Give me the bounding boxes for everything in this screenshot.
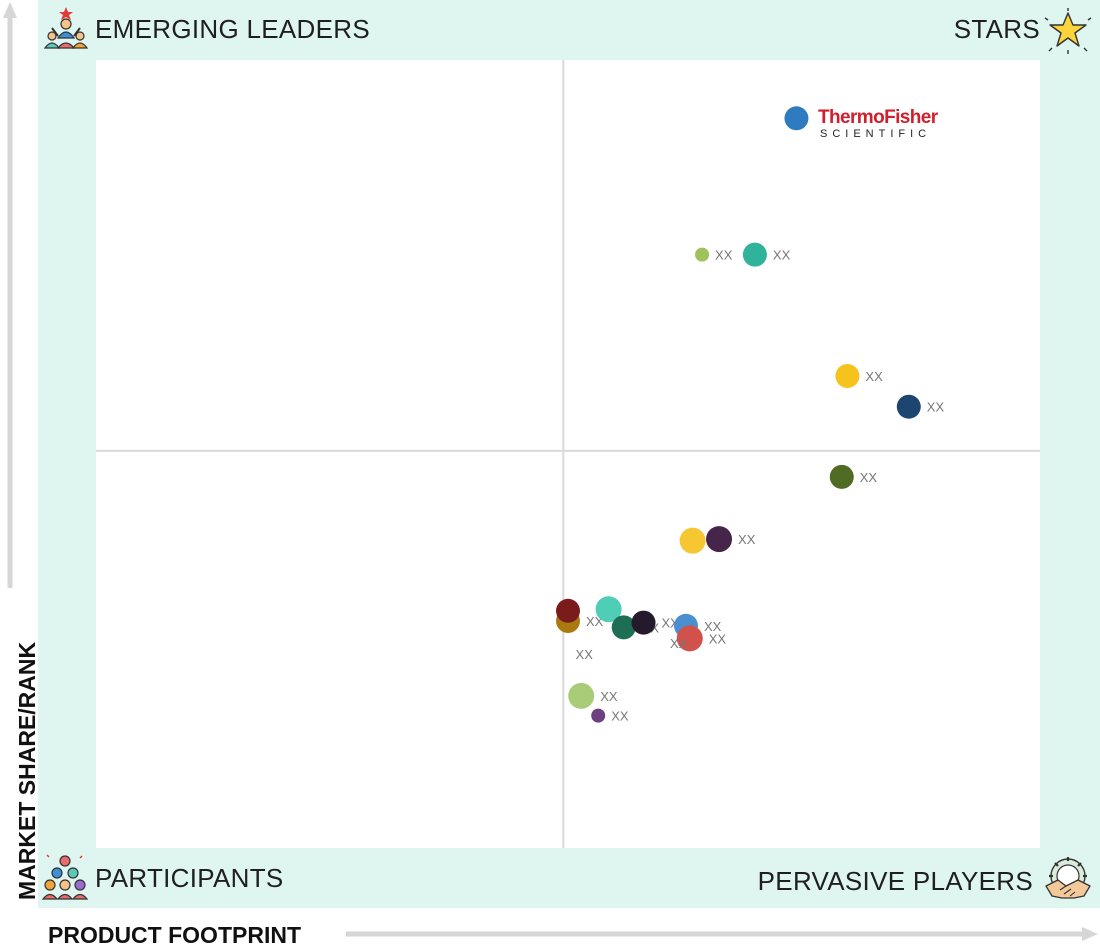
scatter-plot: XXXXXXXXXXXXXXXXXXXXXXXXXXXXXXXX xyxy=(96,60,1040,848)
data-point-label-15: XX xyxy=(709,631,727,646)
data-point-3[interactable] xyxy=(742,242,767,267)
data-point-label-5: XX xyxy=(927,400,945,415)
thermofisher-logo: ThermoFisher SCIENTIFIC xyxy=(818,107,938,141)
data-point-7[interactable] xyxy=(679,527,706,554)
annotation-label-2: XX xyxy=(670,636,688,651)
group-pyramid-icon xyxy=(42,854,88,900)
annotation-label-1: XX xyxy=(576,647,594,662)
x-axis-title: PRODUCT FOOTPRINT xyxy=(48,922,301,948)
plot-area: XXXXXXXXXXXXXXXXXXXXXXXXXXXXXXXX ThermoF… xyxy=(96,60,1040,848)
data-point-label-14: XX xyxy=(704,619,722,634)
data-point-label-17: XX xyxy=(611,709,629,724)
data-point-label-16: XX xyxy=(600,689,618,704)
data-point-label-8: XX xyxy=(738,532,756,547)
data-point-13[interactable] xyxy=(631,610,656,635)
y-axis-title: MARKET SHARE/RANK xyxy=(14,641,40,900)
star-icon xyxy=(1044,8,1092,54)
handshake-gear-icon xyxy=(1045,857,1091,899)
quadrant-label-pervasive-players: PERVASIVE PLAYERS xyxy=(757,866,1033,896)
leader-with-team-icon xyxy=(44,7,88,49)
data-point-label-3: XX xyxy=(773,248,791,263)
data-point-label-6: XX xyxy=(860,470,878,485)
data-point-11[interactable] xyxy=(595,596,622,623)
data-point-4[interactable] xyxy=(835,363,860,388)
data-point-8[interactable] xyxy=(706,526,733,553)
quadrant-label-participants: PARTICIPANTS xyxy=(95,863,284,893)
data-point-12[interactable] xyxy=(611,615,636,640)
data-point-label-4: XX xyxy=(865,369,883,384)
data-point-1[interactable] xyxy=(784,106,809,131)
data-point-17[interactable] xyxy=(591,708,606,723)
quadrant-label-emerging-leaders: EMERGING LEADERS xyxy=(95,14,370,44)
logo-wordmark: ThermoFisher xyxy=(818,107,938,128)
x-axis-arrow xyxy=(346,927,1098,941)
data-point-15[interactable] xyxy=(676,625,703,652)
data-point-2[interactable] xyxy=(695,247,710,262)
data-point-16[interactable] xyxy=(568,682,595,709)
quadrant-label-stars: STARS xyxy=(953,14,1040,44)
data-point-6[interactable] xyxy=(829,464,854,489)
y-axis-arrow xyxy=(3,2,17,588)
data-point-5[interactable] xyxy=(896,394,921,419)
data-point-10[interactable] xyxy=(556,598,580,623)
data-point-label-2: XX xyxy=(715,248,733,263)
logo-subtitle: SCIENTIFIC xyxy=(820,128,932,140)
